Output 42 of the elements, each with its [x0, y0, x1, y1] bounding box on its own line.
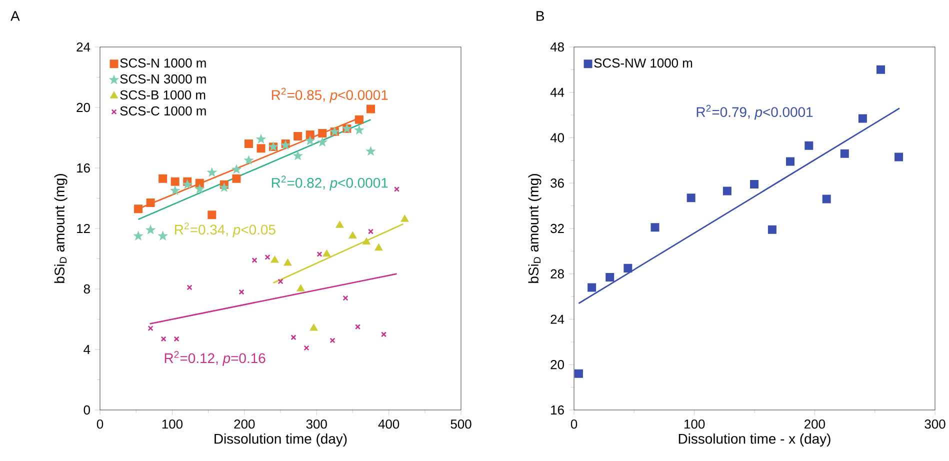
- y-tick-label: 20: [550, 360, 564, 370]
- x-tick-label: 200: [234, 420, 255, 429]
- x-tick-label: 300: [306, 420, 327, 429]
- x-tick-label: 400: [378, 420, 400, 429]
- y-axis-title: bSi$_{D}$ amount (mg): [54, 174, 68, 283]
- x-tick-label: 0: [96, 420, 104, 429]
- legend-label: SCS-N 3000 m: [120, 74, 206, 84]
- annotation: R$^{2}$=0.79, p<0.0001: [696, 104, 813, 120]
- legend-label: SCS-C 1000 m: [120, 106, 206, 116]
- annotation: R$^{2}$=0.34, p<0.05: [175, 222, 276, 238]
- x-tick-label: 200: [804, 420, 825, 429]
- legend-label: SCS-N 1000 m: [120, 58, 206, 68]
- y-tick-label: 4: [84, 345, 90, 354]
- x-tick-label: 100: [162, 420, 183, 429]
- y-tick-label: 40: [550, 133, 564, 142]
- y-tick-label: 44: [550, 88, 564, 97]
- y-tick-label: 28: [550, 269, 564, 278]
- y-tick-label: 36: [550, 178, 564, 188]
- y-tick-label: 32: [550, 224, 564, 234]
- annotation: R$^{2}$=0.85, p<0.0001: [272, 88, 388, 103]
- y-tick-label: 16: [77, 163, 90, 173]
- x-tick-label: 300: [924, 420, 946, 429]
- x-tick-label: 100: [684, 420, 705, 429]
- y-tick-label: 16: [551, 405, 564, 415]
- y-tick-label: 12: [77, 224, 90, 234]
- y-tick-label: 0: [84, 405, 90, 415]
- annotation: R$^{2}$=0.82, p<0.0001: [272, 176, 388, 191]
- x-axis-title: Dissolution time (day): [214, 434, 347, 446]
- x-axis-title: Dissolution time - x (day): [678, 434, 830, 446]
- y-tick-label: 20: [76, 102, 90, 112]
- chart-title: A: [10, 11, 20, 21]
- y-tick-label: 24: [76, 42, 90, 52]
- legend-label: SCS-NW 1000 m: [594, 58, 692, 68]
- chart-title: B: [536, 11, 544, 21]
- legend-label: SCS-B 1000 m: [120, 90, 206, 100]
- y-tick-label: 8: [84, 284, 90, 294]
- y-tick-label: 24: [550, 314, 564, 324]
- y-axis-title: bSi$_{D}$ amount (mg): [528, 174, 542, 283]
- x-tick-label: 500: [450, 420, 472, 429]
- annotation: R$^{2}$=0.12, p=0.16: [164, 350, 266, 366]
- y-tick-label: 48: [550, 42, 564, 52]
- x-tick-label: 0: [570, 420, 578, 429]
